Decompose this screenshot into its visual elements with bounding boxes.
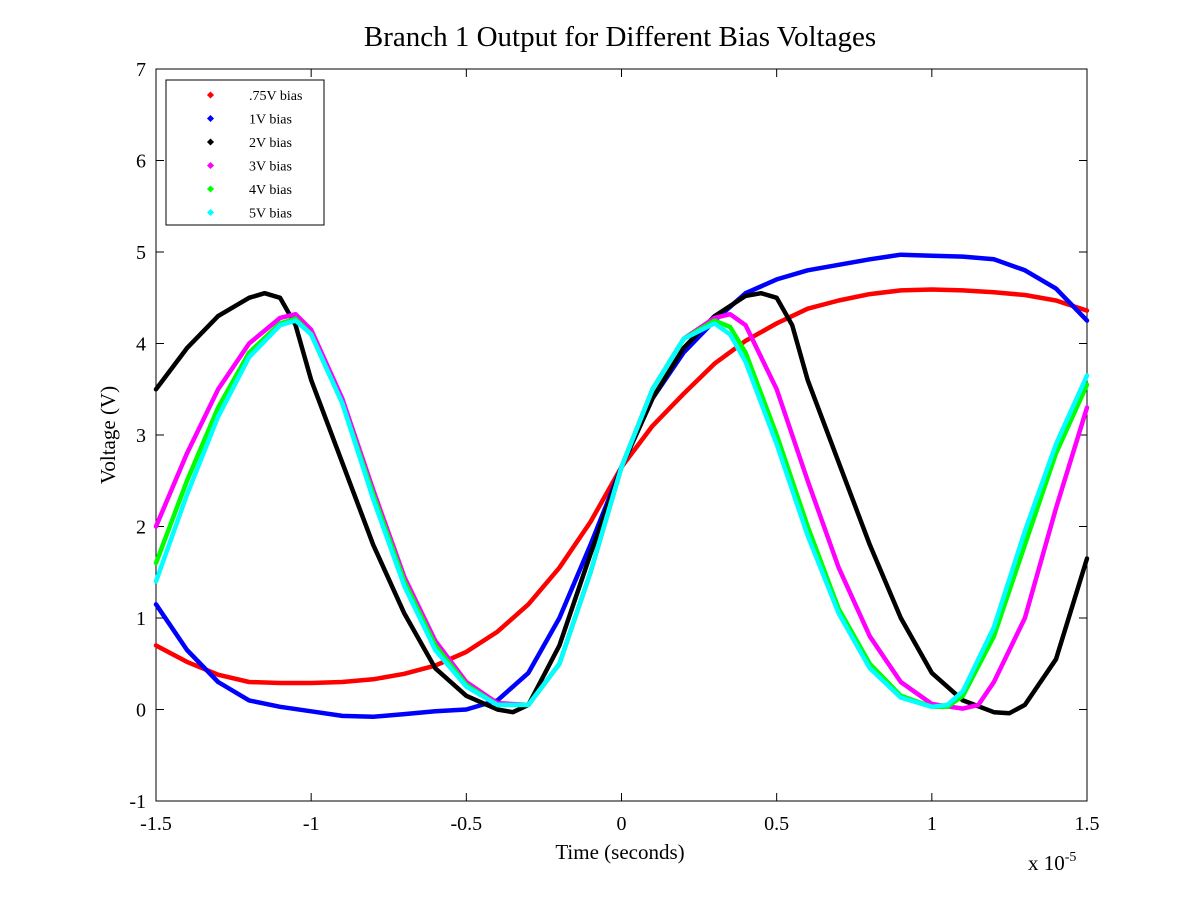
y-tick-label: 6 <box>136 151 146 173</box>
x-tick-label: 0 <box>617 813 627 835</box>
legend-label: 1V bias <box>249 113 292 128</box>
y-tick-label: 2 <box>136 517 146 539</box>
chart-title: Branch 1 Output for Different Bias Volta… <box>364 21 876 53</box>
legend-marker <box>206 185 215 193</box>
x-tick-label: 0.5 <box>764 813 789 835</box>
y-axis: -1 0 1 2 3 4 5 6 7 <box>129 59 1087 813</box>
legend-marker <box>206 138 215 146</box>
x-tick-label: -1.5 <box>140 813 172 835</box>
y-tick-label: 0 <box>136 700 146 722</box>
y-tick-label: 5 <box>136 242 146 264</box>
y-tick-label: 4 <box>136 334 146 356</box>
series-layer <box>153 252 1090 720</box>
legend-marker <box>206 91 215 99</box>
y-tick-label: 7 <box>136 59 146 81</box>
x-tick-label: 1 <box>927 813 937 835</box>
legend-label: 4V bias <box>249 183 292 198</box>
legend-label: 3V bias <box>249 160 292 175</box>
y-tick-label: -1 <box>129 791 146 813</box>
x-tick-label: 1.5 <box>1075 813 1100 835</box>
x-multiplier-exponent: -5 <box>1065 850 1077 865</box>
legend-label: .75V bias <box>249 89 302 104</box>
y-axis-label: Voltage (V) <box>96 386 120 484</box>
legend-marker <box>206 114 215 123</box>
legend-marker <box>206 208 215 217</box>
x-tick-label: -0.5 <box>450 813 482 835</box>
legend: .75V bias 1V bias 2V bias 3V bias 4V bias 5V … <box>165 79 325 226</box>
y-tick-label: 3 <box>136 425 146 447</box>
x-multiplier-label: x 10-5 <box>1028 850 1076 875</box>
legend-box <box>165 79 325 226</box>
series-line-6 <box>153 318 1090 710</box>
legend-label: 5V bias <box>249 207 292 222</box>
x-axis: -1.5 -1 -0.5 0 0.5 1 1.5 <box>140 69 1100 835</box>
y-tick-label: 1 <box>136 608 146 630</box>
legend-marker <box>206 161 215 170</box>
x-axis-label: Time (seconds) <box>555 840 684 864</box>
x-tick-label: -1 <box>303 813 320 835</box>
legend-label: 2V bias <box>249 136 292 151</box>
